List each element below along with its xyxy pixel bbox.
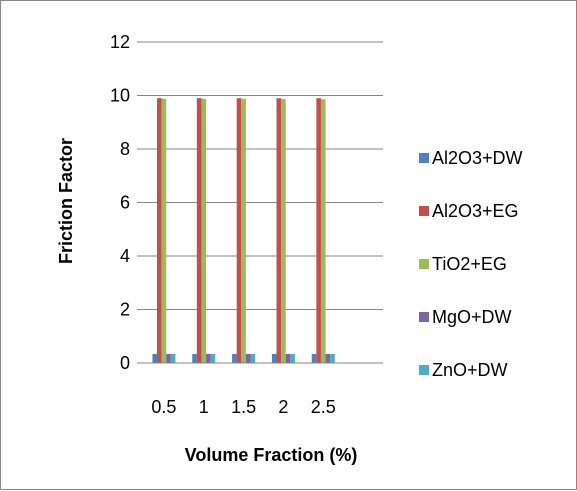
legend-swatch bbox=[419, 259, 429, 269]
legend-swatch bbox=[419, 153, 429, 163]
gridlines bbox=[137, 41, 383, 364]
x-tick-label: 0.5 bbox=[151, 397, 176, 417]
bar-tio2-eg-0.5 bbox=[161, 98, 167, 364]
bar-zno-dw-0.5 bbox=[170, 353, 176, 363]
y-tick-label: 10 bbox=[110, 86, 130, 106]
legend-label: Al2O3+EG bbox=[432, 201, 519, 221]
bar-al2o3-eg-1 bbox=[196, 98, 202, 364]
x-tick-labels: 0.5 1 1.5 2 2.5 bbox=[151, 397, 335, 417]
legend-label: MgO+DW bbox=[432, 307, 512, 327]
bars bbox=[152, 98, 335, 364]
bar-al2o3-eg-0.5 bbox=[157, 98, 162, 364]
legend-label: ZnO+DW bbox=[432, 360, 508, 380]
bar-mgo-dw-2 bbox=[285, 353, 291, 363]
bar-mgo-dw-2.5 bbox=[325, 353, 331, 363]
y-tick-label: 4 bbox=[120, 246, 130, 266]
bar-zno-dw-2.5 bbox=[330, 353, 335, 363]
x-tick-label: 2 bbox=[278, 397, 288, 417]
legend-label: Al2O3+DW bbox=[432, 148, 523, 168]
bar-tio2-eg-2.5 bbox=[320, 99, 326, 364]
bar-mgo-dw-1.5 bbox=[245, 353, 251, 363]
x-tick-label: 1.5 bbox=[231, 397, 256, 417]
bar-al2o3-eg-1.5 bbox=[236, 98, 242, 364]
bar-tio2-eg-2 bbox=[281, 98, 286, 363]
bar-al2o3-dw-0.5 bbox=[152, 353, 158, 363]
legend-swatch bbox=[419, 365, 429, 375]
x-tick-label: 1 bbox=[199, 397, 209, 417]
bar-mgo-dw-0.5 bbox=[166, 353, 171, 363]
bar-al2o3-eg-2.5 bbox=[316, 98, 321, 364]
y-tick-label: 2 bbox=[120, 300, 130, 320]
bar-al2o3-dw-1.5 bbox=[232, 353, 237, 363]
bar-zno-dw-2 bbox=[290, 353, 295, 363]
legend-label: TiO2+EG bbox=[432, 254, 507, 274]
bar-al2o3-dw-2.5 bbox=[311, 353, 317, 363]
x-tick-label: 2.5 bbox=[311, 397, 336, 417]
y-tick-labels: 0 2 4 6 8 10 12 bbox=[110, 32, 130, 373]
bar-al2o3-dw-2 bbox=[271, 353, 277, 363]
legend-swatch bbox=[419, 312, 429, 322]
y-tick-label: 0 bbox=[120, 353, 130, 373]
x-axis-title: Volume Fraction (%) bbox=[185, 445, 358, 465]
bar-mgo-dw-1 bbox=[206, 353, 211, 363]
bar-tio2-eg-1.5 bbox=[241, 98, 246, 364]
y-axis-title: Friction Factor bbox=[56, 138, 76, 264]
y-tick-label: 12 bbox=[110, 32, 130, 52]
legend: Al2O3+DW Al2O3+EG TiO2+EG MgO+DW ZnO+DW bbox=[419, 148, 523, 380]
y-tick-label: 8 bbox=[120, 139, 130, 159]
bar-al2o3-eg-2 bbox=[276, 98, 282, 364]
bar-zno-dw-1 bbox=[210, 353, 216, 363]
bar-tio2-eg-1 bbox=[201, 98, 207, 364]
legend-swatch bbox=[419, 206, 429, 216]
bar-al2o3-dw-1 bbox=[192, 353, 197, 363]
y-tick-label: 6 bbox=[120, 193, 130, 213]
bar-zno-dw-1.5 bbox=[250, 353, 256, 363]
